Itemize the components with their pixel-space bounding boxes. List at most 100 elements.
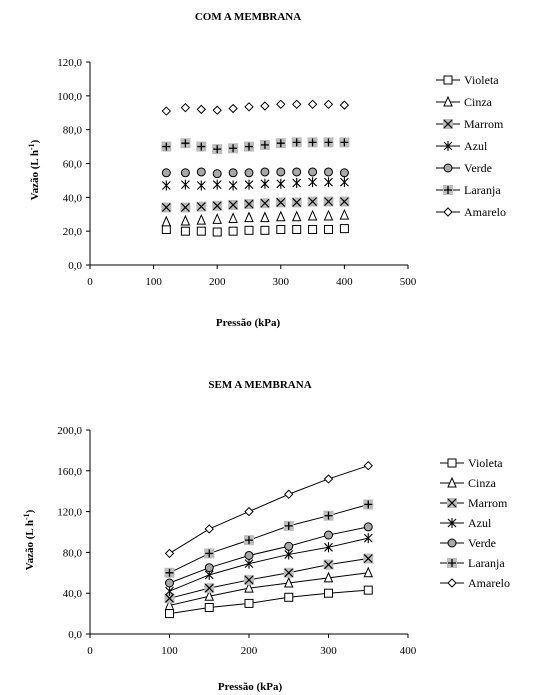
data-point-violeta [308,224,318,234]
data-point-azul [276,178,286,189]
data-point-marrom-shape [204,583,214,593]
data-point-verde-shape [244,550,254,560]
data-point-azul-shape [212,179,222,190]
data-point-verde-shape [284,541,294,551]
data-point-laranja-shape [308,138,317,147]
chart-2-title: SEM A MEMBRANA [208,379,311,391]
data-point-laranja-shape [245,142,253,151]
legend-marker-cinza [443,95,453,107]
legend-marker-amarelo [443,207,453,217]
data-point-marrom-shape [161,203,171,212]
data-point-violeta-shape [324,588,333,598]
data-point-verde [196,167,206,177]
legend-marker-verde-shape [447,538,457,548]
data-point-violeta-shape [339,224,349,234]
legend-item-verde: Verde [440,536,496,550]
data-point-verde-shape [244,168,254,178]
y-tick-label: 40,0 [63,192,83,204]
legend-item-amarelo: Amarelo [436,205,506,219]
data-point-laranja-shape [340,138,349,147]
legend-item-azul: Azul [436,139,488,153]
data-point-azul-shape [363,533,373,544]
series-amarelo [161,99,350,116]
data-point-azul [165,586,174,597]
data-point-azul [324,542,333,553]
data-point-azul [244,179,254,190]
x-tick-label: 200 [209,276,226,288]
data-point-laranja-shape [165,568,174,577]
data-point-marrom-shape [324,197,333,206]
data-point-amarelo [323,474,334,484]
data-point-verde [244,168,254,178]
series-amarelo [164,460,373,559]
data-point-cinza [164,599,175,610]
data-point-amarelo-shape [260,101,270,111]
data-point-azul [363,533,373,544]
data-point-laranja [196,141,207,152]
data-point-marrom [275,197,286,208]
data-point-azul-shape [308,177,317,188]
data-point-violeta-shape [244,225,254,235]
data-point-marrom [204,583,215,594]
data-point-violeta [339,224,349,234]
data-point-laranja [291,137,302,148]
legend-marker-cinza-shape [447,476,457,488]
data-point-laranja-shape [324,138,333,147]
data-point-verde [339,168,349,178]
legend-marker-azul-shape [443,141,453,151]
data-point-marrom [212,200,223,211]
data-point-amarelo-shape [161,106,172,116]
data-point-verde-shape [180,168,190,178]
data-point-marrom-shape [244,575,254,585]
data-point-cinza [307,209,318,221]
data-point-amarelo-shape [212,105,222,115]
chart-com-membrana: COM A MEMBRANA Pressão (kPa) Vazão (L h-… [27,11,528,329]
data-point-azul [244,558,254,569]
legend-label: Cinza [464,95,493,109]
data-point-azul [181,179,190,190]
data-point-violeta [363,585,373,595]
legend-label: Violeta [468,456,503,470]
data-point-azul [228,180,238,191]
data-point-azul [284,549,294,560]
legend-marker-laranja [447,558,457,568]
data-point-laranja-shape [162,142,171,151]
chart-1-legend: Violeta Cinza Marrom Azul Verde Laranja Amarel… [436,72,528,238]
legend-label: Laranja [468,556,505,570]
data-point-violeta [244,225,254,235]
chart-2-ylabel: Vazão (L h-1) [22,509,36,570]
data-point-verde [212,169,222,179]
data-point-verde-shape [363,522,373,532]
legend-marker-laranja-shape [448,559,456,567]
legend-marker-amarelo-shape [443,207,453,217]
y-tick-label: 80,0 [63,125,83,137]
data-point-azul-shape [324,177,333,188]
data-point-amarelo-shape [276,99,286,109]
data-point-cinza [244,211,254,223]
x-tick-label: 400 [400,645,417,657]
series-line-violeta [169,589,369,615]
data-point-laranja [283,520,294,531]
data-point-verde-shape [308,167,318,177]
data-point-marrom [323,559,334,570]
data-point-azul-shape [260,178,270,189]
data-point-violeta [228,226,238,236]
data-point-marrom [244,574,254,585]
data-point-verde [363,522,373,532]
data-point-azul-shape [276,178,286,189]
legend-marker-verde [443,163,453,173]
data-point-amarelo [363,460,373,471]
legend-label: Violeta [464,73,499,87]
legend-marker-azul [443,141,453,151]
data-point-laranja [212,144,223,155]
data-point-violeta-shape [212,227,222,237]
data-point-laranja [275,138,286,149]
legend-label: Verde [464,161,492,175]
data-point-cinza [244,581,254,593]
data-point-amarelo [276,99,286,109]
data-point-laranja [339,137,350,148]
x-tick-label: 0 [87,645,93,657]
chart-1-marks [161,99,350,237]
data-point-verde [161,168,171,178]
